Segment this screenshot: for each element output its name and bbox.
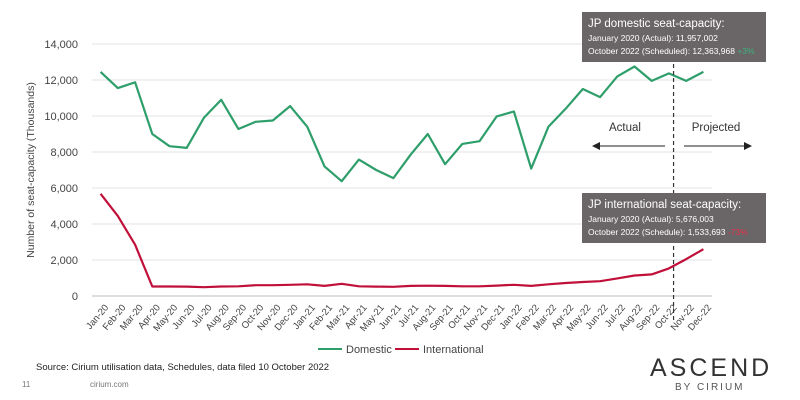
legend-label-international: International — [423, 344, 484, 356]
y-tick-label: 14,000 — [44, 39, 78, 51]
international-box: JP international seat-capacity: January 2… — [582, 193, 766, 243]
domestic-box: JP domestic seat-capacity: January 2020 (… — [582, 12, 766, 62]
actual-label: Actual — [609, 122, 641, 134]
actual-arrowhead — [592, 142, 600, 150]
y-tick-label: 12,000 — [44, 75, 78, 87]
annotation-boxes: JP domestic seat-capacity: January 2020 (… — [582, 12, 766, 243]
international-box-background — [582, 193, 766, 243]
international-box-line2-text: October 2022 (Schedule): 1,533,693 — [588, 227, 728, 237]
international-box-change: -73% — [728, 227, 748, 237]
x-axis-ticks: Jan-20Feb-20Mar-20Apr-20May-20Jun-20Jul-… — [84, 303, 714, 334]
projected-label: Projected — [692, 122, 741, 134]
ascend-logo: ASCEND — [650, 354, 773, 382]
y-tick-label: 10,000 — [44, 111, 78, 123]
phase-labels: Actual Projected — [592, 122, 752, 150]
site-link[interactable]: cirium.com — [90, 380, 129, 389]
international-box-title: JP international seat-capacity: — [588, 199, 741, 211]
y-tick-label: 0 — [72, 291, 78, 303]
y-tick-label: 4,000 — [50, 219, 78, 231]
domestic-box-line1: January 2020 (Actual): 11,957,002 — [588, 33, 718, 43]
legend: Domestic International — [318, 344, 484, 356]
series-line-international — [99, 193, 704, 289]
domestic-box-background — [582, 12, 766, 62]
domestic-box-line2: October 2022 (Scheduled): 12,363,968 +3% — [588, 46, 755, 56]
source-note: Source: Cirium utilisation data, Schedul… — [36, 362, 330, 373]
domestic-box-line2-text: October 2022 (Scheduled): 12,363,968 — [588, 46, 737, 56]
domestic-box-change: +3% — [737, 46, 755, 56]
projected-arrowhead — [744, 142, 752, 150]
y-tick-label: 2,000 — [50, 255, 78, 267]
domestic-box-title: JP domestic seat-capacity: — [588, 18, 725, 30]
page-number: 11 — [22, 380, 31, 389]
cirium-logo-sub: BY CIRIUM — [675, 382, 745, 393]
series-lines — [99, 65, 704, 289]
grid-lines — [92, 43, 712, 297]
legend-label-domestic: Domestic — [346, 344, 392, 356]
y-axis-label: Number of seat-capacity (Thousands) — [25, 82, 37, 258]
y-axis-ticks: 0 2,000 4,000 6,000 8,000 10,000 12,000 14,000 — [44, 39, 78, 303]
y-tick-label: 8,000 — [50, 147, 78, 159]
y-tick-label: 6,000 — [50, 183, 78, 195]
series-line-domestic — [99, 65, 704, 183]
international-box-line1: January 2020 (Actual): 5,676,003 — [588, 214, 714, 224]
international-box-line2: October 2022 (Schedule): 1,533,693 -73% — [588, 227, 748, 237]
